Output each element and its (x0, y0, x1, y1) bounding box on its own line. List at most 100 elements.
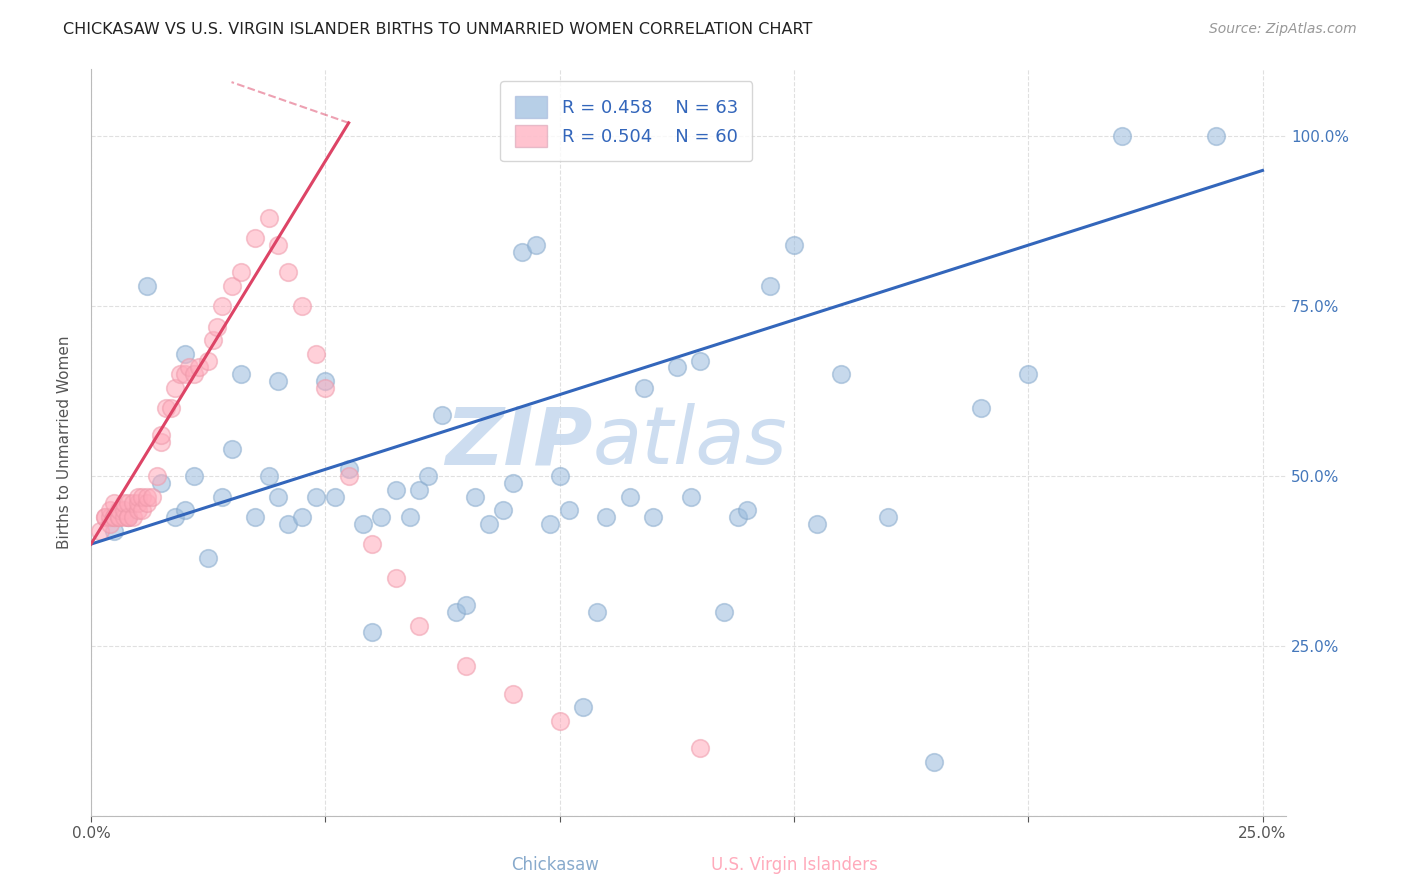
Point (131, 490, 153, 504)
Point (179, 360, 201, 375)
Point (502, 687, 524, 701)
Point (432, 408, 454, 422)
Point (572, 700, 595, 714)
Point (370, 510, 392, 524)
Point (122, 510, 145, 524)
Point (323, 490, 346, 504)
Point (267, 374, 290, 388)
Text: atlas: atlas (593, 403, 787, 481)
Point (165, 381, 187, 395)
Point (876, 510, 898, 524)
Point (221, 442, 243, 456)
Point (524, 238, 547, 252)
Point (229, 265, 252, 279)
Point (408, 483, 430, 497)
Point (103, 510, 125, 524)
Point (398, 510, 420, 524)
Point (277, 516, 299, 531)
Point (352, 516, 374, 531)
Point (548, 714, 571, 728)
Point (112, 496, 135, 510)
Point (243, 510, 266, 524)
Point (337, 469, 360, 483)
Point (187, 360, 209, 375)
Point (229, 368, 252, 382)
Point (454, 599, 477, 613)
Point (145, 469, 167, 483)
Point (136, 279, 159, 293)
Point (112, 510, 135, 524)
Point (98, 503, 121, 517)
Point (1205, 129, 1227, 144)
Point (1017, 368, 1039, 382)
Point (633, 381, 655, 395)
Point (314, 374, 336, 388)
Point (257, 211, 280, 225)
Point (183, 368, 205, 382)
Point (689, 353, 711, 368)
Point (94, 510, 117, 524)
Point (117, 510, 139, 524)
Point (197, 353, 219, 368)
Text: U.S. Virgin Islanders: U.S. Virgin Islanders (711, 855, 877, 873)
Point (150, 428, 173, 442)
Point (502, 475, 524, 490)
Point (207, 319, 229, 334)
Point (165, 510, 187, 524)
Text: ZIP: ZIP (446, 403, 593, 481)
Point (538, 516, 561, 531)
Point (117, 510, 139, 524)
Point (586, 605, 609, 619)
Point (98, 510, 121, 524)
Point (127, 496, 149, 510)
Point (136, 496, 159, 510)
Point (127, 490, 149, 504)
Point (197, 550, 219, 565)
Point (98, 516, 121, 531)
Text: Chickasaw: Chickasaw (512, 855, 599, 873)
Point (103, 510, 125, 524)
Point (291, 510, 314, 524)
Point (89, 524, 111, 538)
Point (830, 368, 852, 382)
Point (665, 360, 688, 375)
Point (783, 238, 806, 252)
Point (201, 333, 224, 347)
Point (173, 368, 195, 382)
Point (806, 516, 828, 531)
Point (727, 510, 749, 524)
Point (510, 244, 533, 259)
Point (169, 368, 191, 382)
Point (619, 490, 641, 504)
Text: Source: ZipAtlas.com: Source: ZipAtlas.com (1209, 22, 1357, 37)
Point (221, 279, 243, 293)
Point (305, 347, 328, 361)
Point (103, 524, 125, 538)
Point (1111, 129, 1133, 144)
Point (277, 265, 299, 279)
Legend: R = 0.458    N = 63, R = 0.504    N = 60: R = 0.458 N = 63, R = 0.504 N = 60 (501, 81, 752, 161)
Point (713, 605, 735, 619)
Point (384, 483, 406, 497)
Point (112, 503, 135, 517)
Point (150, 475, 173, 490)
Point (337, 462, 360, 476)
Point (478, 516, 501, 531)
Point (558, 503, 581, 517)
Point (924, 755, 946, 769)
Point (127, 503, 149, 517)
Text: CHICKASAW VS U.S. VIRGIN ISLANDER BIRTHS TO UNMARRIED WOMEN CORRELATION CHART: CHICKASAW VS U.S. VIRGIN ISLANDER BIRTHS… (63, 22, 813, 37)
Point (159, 401, 181, 416)
Point (548, 469, 571, 483)
Point (211, 490, 233, 504)
Point (103, 496, 125, 510)
Point (595, 510, 617, 524)
Point (314, 381, 336, 395)
Point (183, 469, 205, 483)
Point (136, 490, 159, 504)
Point (257, 469, 280, 483)
Point (94, 510, 117, 524)
Point (454, 659, 477, 673)
Point (361, 537, 384, 551)
Point (735, 503, 758, 517)
